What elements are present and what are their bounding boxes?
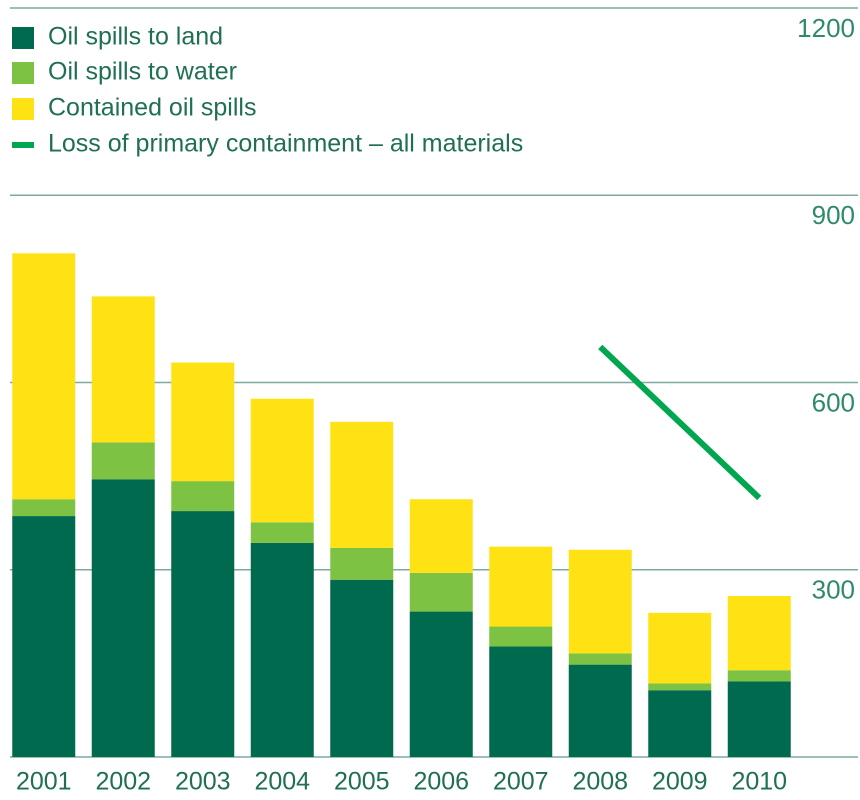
bar-segment (489, 546, 553, 627)
bar-segment (12, 499, 76, 517)
bar-segment (250, 398, 314, 523)
legend-swatch (12, 27, 34, 49)
x-tick-label: 2003 (175, 768, 231, 796)
bar-segment (12, 516, 76, 757)
x-tick-label: 2001 (16, 768, 72, 796)
bar-segment (727, 670, 791, 682)
line-series (598, 344, 762, 501)
bar-segment (250, 522, 314, 543)
bar-segment (91, 479, 155, 757)
bar-segment (648, 612, 712, 684)
bar-segment (330, 547, 394, 580)
bar-segment (171, 362, 235, 482)
bar-segment (409, 499, 473, 573)
bar-segment (568, 664, 632, 757)
legend-label: Contained oil spills (48, 94, 256, 122)
bar-segment (489, 646, 553, 757)
bar-segment (91, 442, 155, 480)
legend-label: Oil spills to water (48, 58, 237, 86)
y-tick-label: 300 (812, 575, 855, 605)
x-tick-label: 2010 (731, 768, 787, 796)
bar-segment (330, 579, 394, 757)
bar-segment (568, 549, 632, 654)
legend-label: Oil spills to land (48, 23, 223, 51)
bar-segment (91, 296, 155, 443)
x-tick-label: 2002 (95, 768, 151, 796)
bar-segment (727, 681, 791, 757)
legend-swatch (12, 62, 34, 84)
bar-segment (648, 683, 712, 691)
bar-segment (171, 481, 235, 512)
bar-segment (171, 511, 235, 757)
legend-swatch (12, 142, 34, 148)
x-tick-label: 2006 (413, 768, 469, 796)
bar-segment (12, 253, 76, 500)
bar-segment (727, 595, 791, 671)
bar-segment (250, 542, 314, 757)
legend-label: Loss of primary containment – all materi… (48, 130, 523, 158)
bar-segment (489, 626, 553, 647)
x-tick-label: 2008 (572, 768, 628, 796)
x-tick-label: 2004 (254, 768, 310, 796)
bar-segment (648, 690, 712, 757)
bar-segment (409, 611, 473, 757)
x-tick-label: 2007 (493, 768, 549, 796)
y-tick-label: 1200 (797, 13, 855, 43)
bar-segment (568, 653, 632, 665)
y-tick-label: 600 (812, 387, 855, 417)
bar-segment (330, 421, 394, 548)
x-tick-label: 2005 (334, 768, 390, 796)
legend-swatch (12, 98, 34, 120)
bar-segment (409, 572, 473, 612)
x-tick-label: 2009 (652, 768, 708, 796)
y-tick-label: 900 (812, 200, 855, 230)
